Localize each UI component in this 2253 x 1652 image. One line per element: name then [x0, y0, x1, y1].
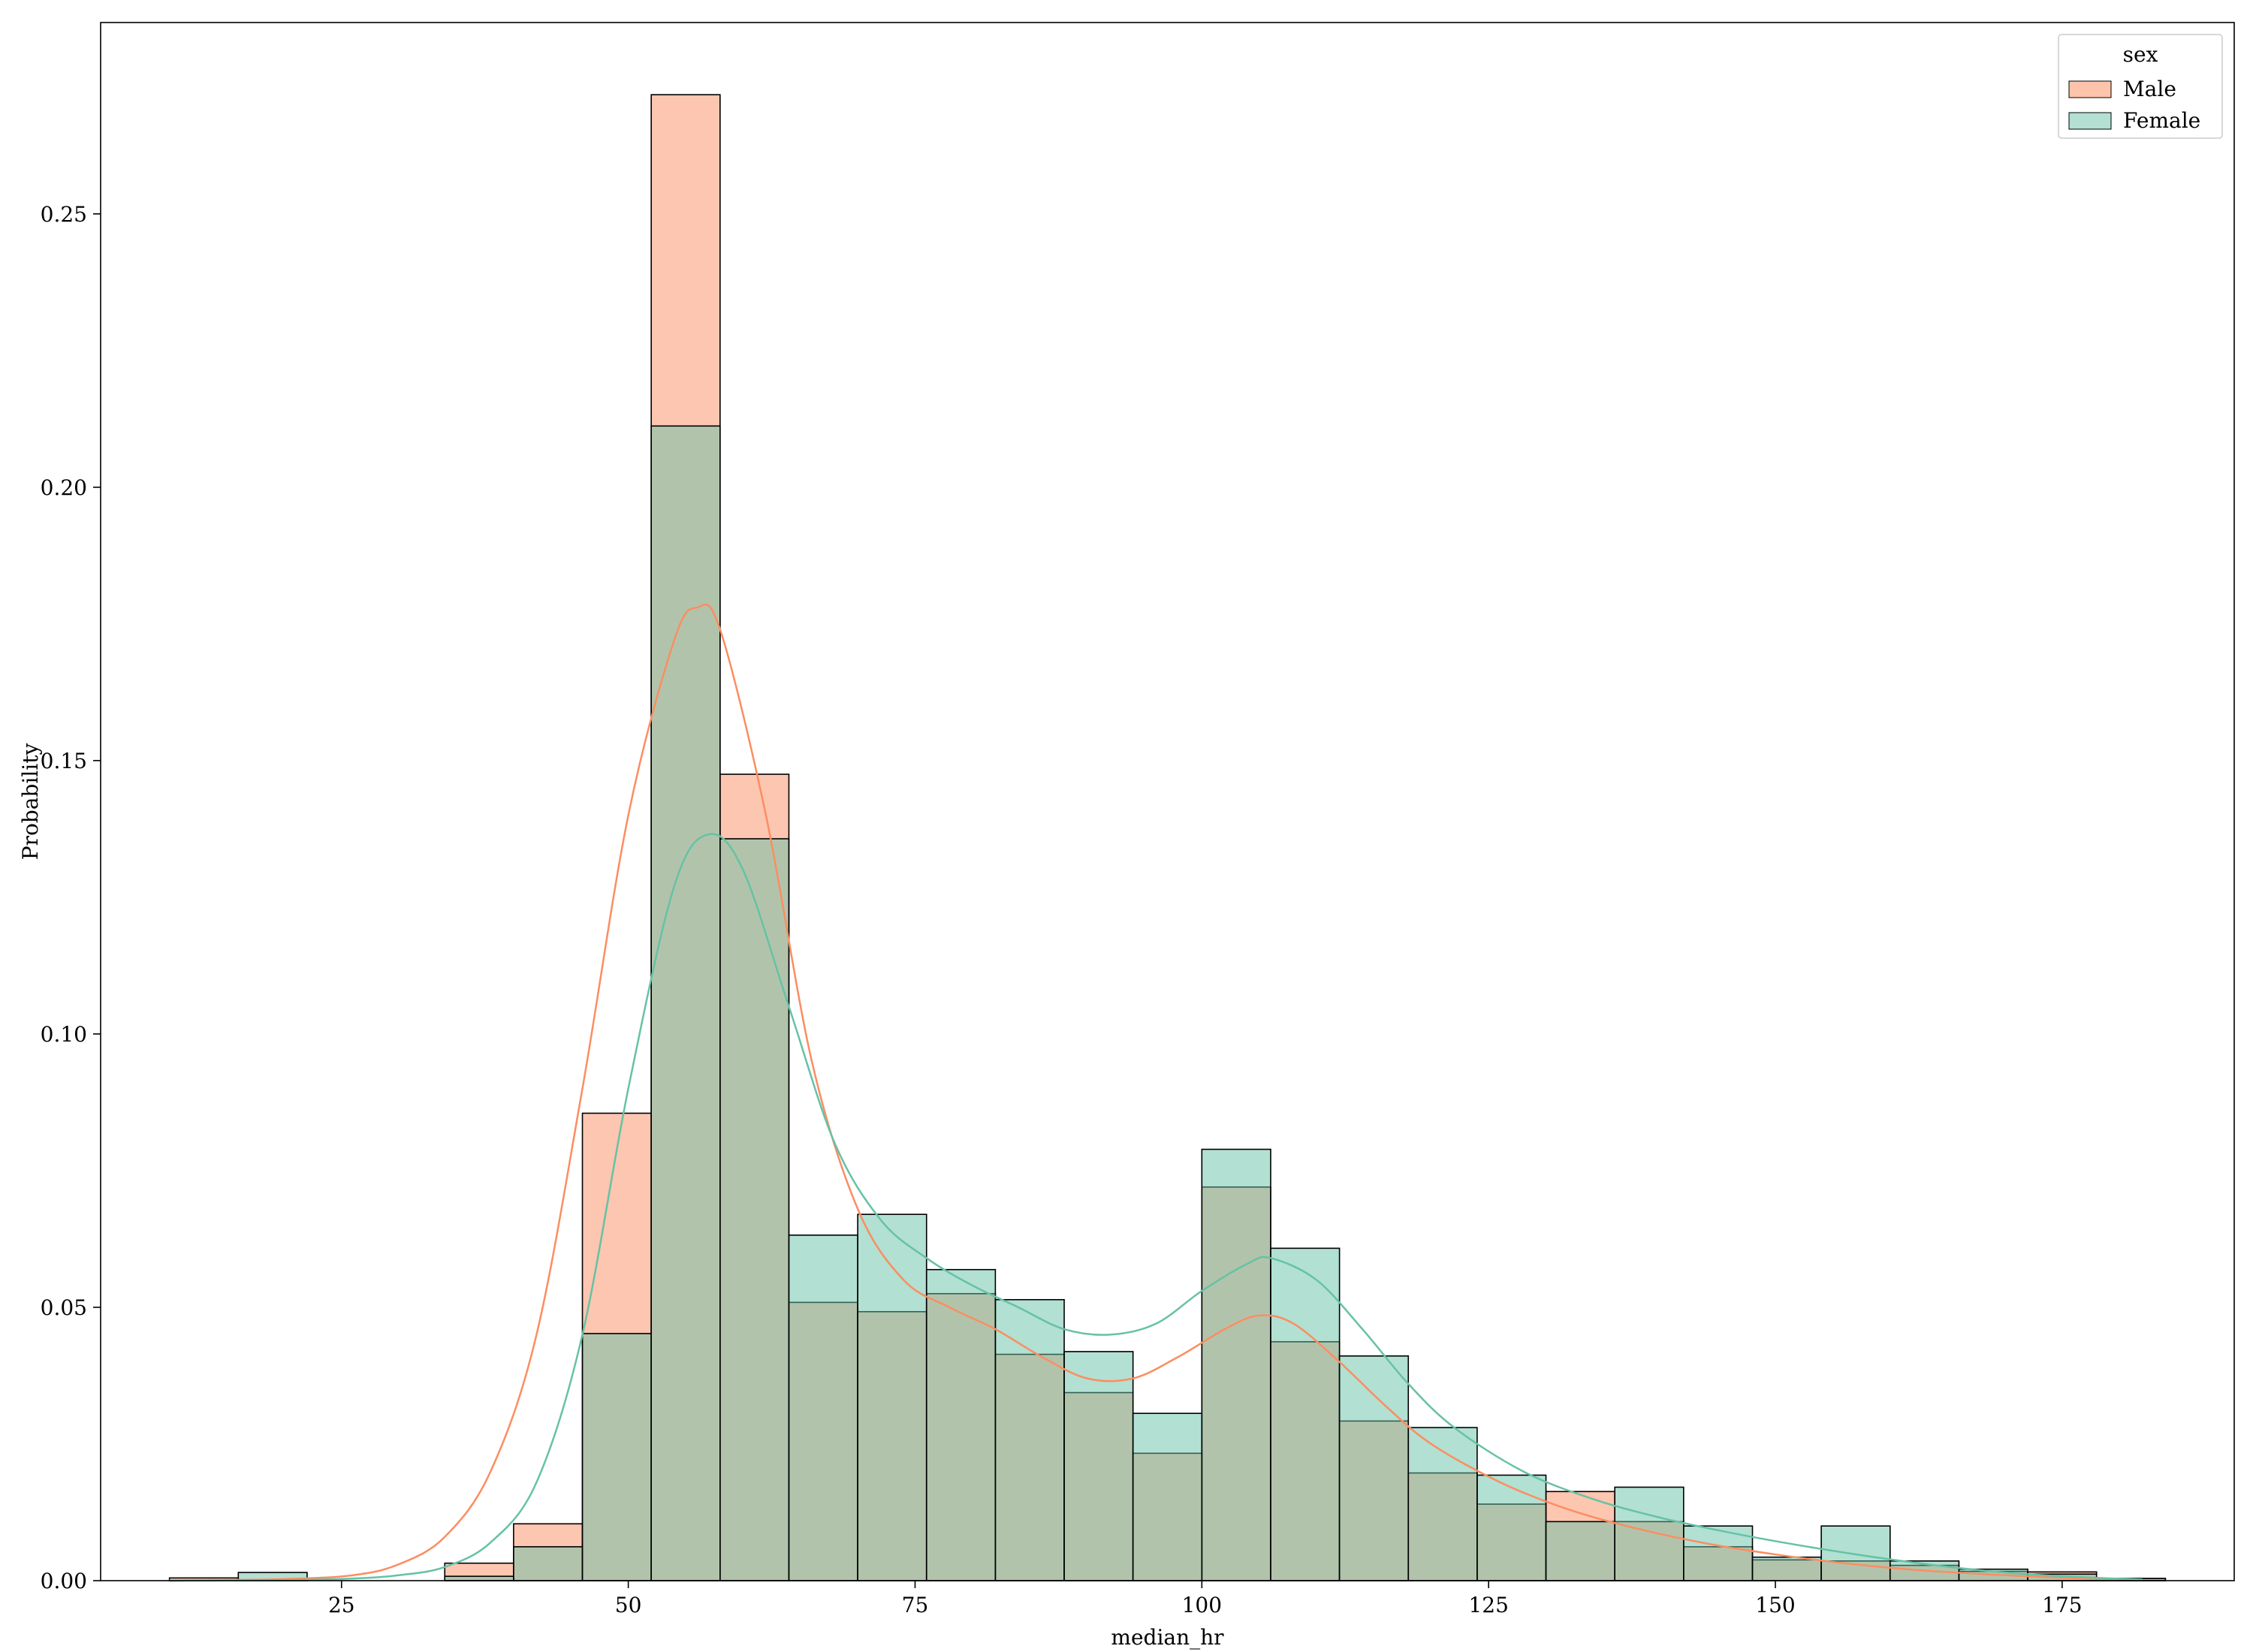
- bar-female-16: [1270, 1247, 1341, 1581]
- x-tick-label: 75: [902, 1593, 929, 1617]
- kde-line-male: [169, 603, 2120, 1582]
- y-tick-label: 0.25: [41, 202, 87, 227]
- bar-female-13: [1063, 1351, 1134, 1581]
- x-tick-label: 125: [1468, 1593, 1508, 1617]
- bar-female-14: [1132, 1412, 1203, 1581]
- legend-swatch-male: [2068, 80, 2112, 98]
- bar-female-4: [444, 1575, 514, 1581]
- x-tick-label: 175: [2042, 1593, 2082, 1617]
- y-tick-label: 0.20: [41, 475, 87, 500]
- bar-female-15: [1201, 1148, 1271, 1581]
- legend-label-female: Female: [2123, 108, 2200, 133]
- kde-line-female: [169, 833, 2143, 1582]
- bar-female-11: [925, 1268, 997, 1581]
- y-tick-label: 0.15: [41, 749, 87, 773]
- bar-female-12: [994, 1298, 1065, 1581]
- x-tick-label: 100: [1182, 1593, 1222, 1617]
- bar-female-20: [1545, 1521, 1615, 1581]
- female-bars: [237, 425, 2167, 1581]
- legend-label-male: Male: [2123, 77, 2176, 101]
- bar-female-18: [1407, 1427, 1478, 1581]
- legend: sex Male Female: [2058, 34, 2223, 139]
- bar-female-24: [1820, 1525, 1891, 1581]
- legend-swatch-female: [2068, 112, 2112, 130]
- male-bars: [168, 94, 2167, 1581]
- legend-title: sex: [2123, 42, 2158, 67]
- plot-frame: [100, 22, 2235, 1581]
- bar-female-6: [581, 1333, 652, 1581]
- bar-female-19: [1476, 1474, 1547, 1581]
- bar-female-5: [513, 1546, 584, 1581]
- y-tick-label: 0.10: [41, 1022, 87, 1047]
- kde-curves: [169, 603, 2143, 1582]
- bar-female-7: [650, 425, 721, 1581]
- y-tick-label: 0.05: [41, 1295, 87, 1320]
- x-axis-ticks: 25 50 75 100 125 150 175: [328, 1581, 2083, 1617]
- x-tick-label: 25: [328, 1593, 355, 1617]
- x-axis-title: median_hr: [1111, 1625, 1224, 1650]
- bar-female-9: [788, 1234, 858, 1581]
- bar-female-8: [719, 838, 790, 1581]
- x-tick-label: 150: [1755, 1593, 1795, 1617]
- bar-female-10: [857, 1213, 927, 1581]
- bar-female-21: [1614, 1486, 1684, 1581]
- y-axis-ticks: 0.00 0.05 0.10 0.15 0.20 0.25: [41, 202, 101, 1593]
- y-axis-title: Probability: [18, 743, 43, 861]
- y-tick-label: 0.00: [41, 1569, 87, 1593]
- bar-female-23: [1751, 1556, 1822, 1581]
- bar-female-17: [1338, 1355, 1410, 1581]
- x-tick-label: 50: [615, 1593, 642, 1617]
